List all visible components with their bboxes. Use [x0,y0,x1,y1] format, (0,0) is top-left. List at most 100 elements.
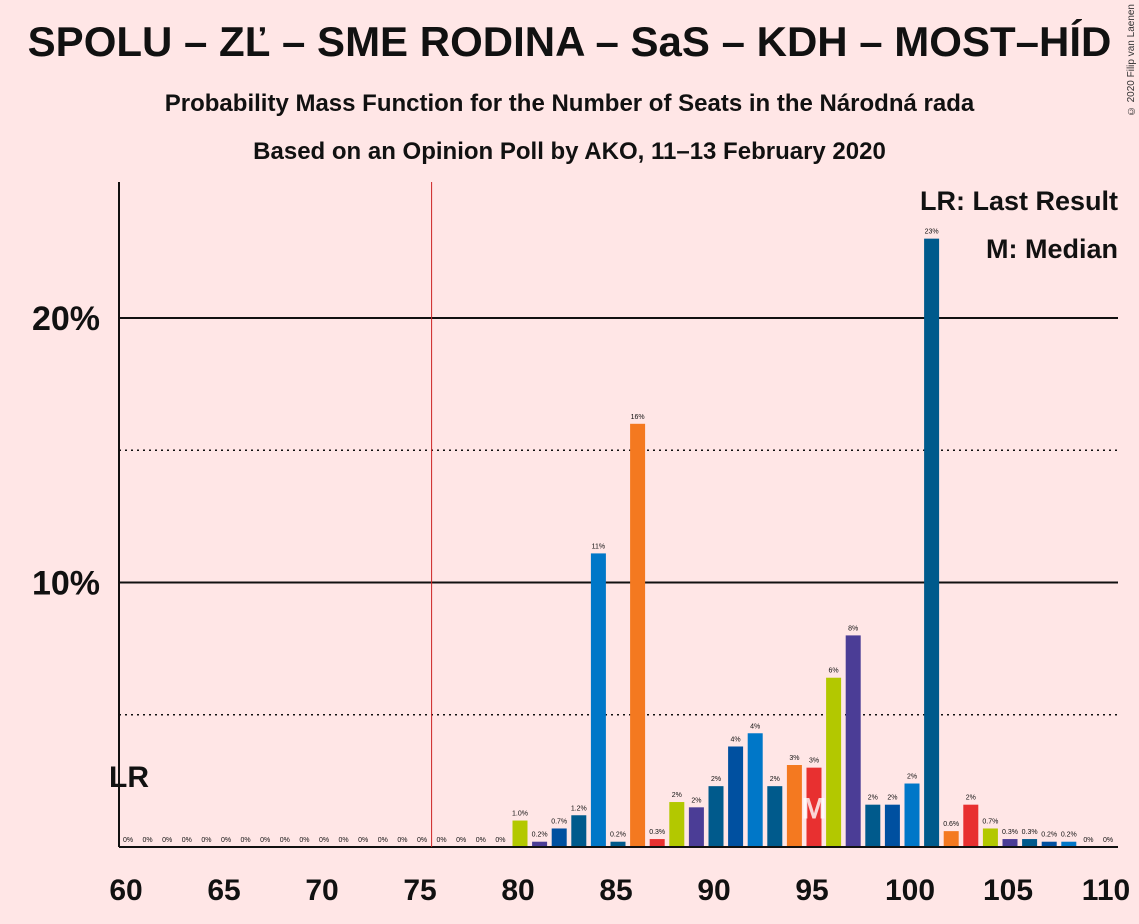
bar-label-60: 0% [123,837,133,844]
bar-label-89: 2% [691,797,701,804]
bar-label-84: 11% [592,543,606,550]
last-result-marker: LR [109,761,149,794]
bar-seats-103 [963,804,979,847]
x-tick-label: 75 [403,874,436,907]
bar-seats-98 [865,804,881,847]
bar-label-82: 0.7% [551,818,567,825]
bar-label-66: 0% [241,837,251,844]
bar-label-77: 0% [456,837,466,844]
bar-seats-86 [630,423,646,847]
y-tick-label: 10% [32,565,100,603]
bar-label-93: 2% [770,776,780,783]
bar-seats-96 [826,677,842,847]
bar-label-94: 3% [789,755,799,762]
bar-label-64: 0% [201,837,211,844]
bar-label-110: 0% [1103,837,1113,844]
bar-label-98: 2% [868,795,878,802]
bar-seats-83 [571,815,587,847]
bar-label-78: 0% [476,837,486,844]
bar-seats-102 [943,831,959,847]
bar-label-75: 0% [417,837,427,844]
bar-label-79: 0% [495,837,505,844]
bar-label-87: 0.3% [649,829,665,836]
bar-label-65: 0% [221,837,231,844]
bar-label-83: 1.2% [571,805,587,812]
bar-seats-81 [532,841,548,847]
x-tick-label: 80 [501,874,534,907]
bar-seats-106 [1022,839,1038,847]
chart-source: Based on an Opinion Poll by AKO, 11–13 F… [253,138,886,165]
bar-label-105: 0.3% [1002,829,1018,836]
bar-label-67: 0% [260,837,270,844]
x-tick-label: 90 [697,874,730,907]
x-tick-label: 100 [885,874,935,907]
bar-label-103: 2% [966,795,976,802]
bar-label-109: 0% [1083,837,1093,844]
chart-title: SPOLU – ZĽ – SME RODINA – SaS – KDH – MO… [27,18,1112,65]
chart-subtitle: Probability Mass Function for the Number… [164,90,975,117]
bar-label-80: 1.0% [512,811,528,818]
bar-seats-108 [1061,841,1077,847]
bar-label-63: 0% [182,837,192,844]
bar-label-91: 4% [731,736,741,743]
bar-label-90: 2% [711,776,721,783]
bar-label-100: 2% [907,774,917,781]
bar-label-73: 0% [378,837,388,844]
bar-label-92: 4% [750,723,760,730]
y-tick-label: 20% [32,300,100,338]
bars-group [512,238,1077,847]
x-tick-label: 95 [795,874,828,907]
bar-label-81: 0.2% [532,832,548,839]
bar-seats-99 [884,804,900,847]
bar-seats-101 [924,238,940,847]
bar-label-61: 0% [143,837,153,844]
bar-seats-89 [688,807,704,847]
bar-seats-85 [610,841,626,847]
bar-label-71: 0% [339,837,349,844]
median-marker: M [802,792,827,825]
bar-label-62: 0% [162,837,172,844]
bar-seats-107 [1041,841,1057,847]
bar-seats-84 [590,553,606,847]
x-axis-ticks: 60 65 70 75 80 85 90 95 100 105 110 [109,874,1130,907]
bar-label-69: 0% [299,837,309,844]
grid-lines [119,317,1118,716]
bar-seats-88 [669,802,685,847]
bar-seats-90 [708,786,724,847]
bar-seats-80 [512,820,528,847]
bar-label-107: 0.2% [1041,832,1057,839]
bar-label-95: 3% [809,758,819,765]
bar-label-102: 0.6% [943,821,959,828]
bar-label-97: 8% [848,625,858,632]
bar-seats-92 [747,733,763,847]
bar-seats-105 [1002,839,1018,847]
bar-label-72: 0% [358,837,368,844]
x-tick-label: 65 [207,874,240,907]
bar-label-68: 0% [280,837,290,844]
bar-label-88: 2% [672,792,682,799]
bar-label-108: 0.2% [1061,832,1077,839]
x-tick-label: 85 [599,874,632,907]
bar-seats-87 [649,839,665,847]
bar-label-76: 0% [437,837,447,844]
legend-median: M: Median [986,234,1118,264]
bar-label-70: 0% [319,837,329,844]
bar-label-104: 0.7% [982,818,998,825]
bar-label-101: 23% [925,229,939,236]
bar-label-106: 0.3% [1022,829,1038,836]
y-axis-ticks: 10% 20% [32,300,100,603]
bar-label-85: 0.2% [610,832,626,839]
x-tick-label: 105 [983,874,1033,907]
legend-last-result: LR: Last Result [920,186,1118,216]
bar-seats-97 [845,635,861,847]
bar-seats-95 [806,767,822,847]
bar-seats-100 [904,783,920,847]
bar-label-99: 2% [887,795,897,802]
x-tick-label: 70 [305,874,338,907]
bar-label-74: 0% [397,837,407,844]
bar-seats-93 [767,786,783,847]
x-tick-label: 110 [1082,874,1130,907]
bar-seats-82 [551,828,567,847]
bar-label-96: 6% [829,668,839,675]
